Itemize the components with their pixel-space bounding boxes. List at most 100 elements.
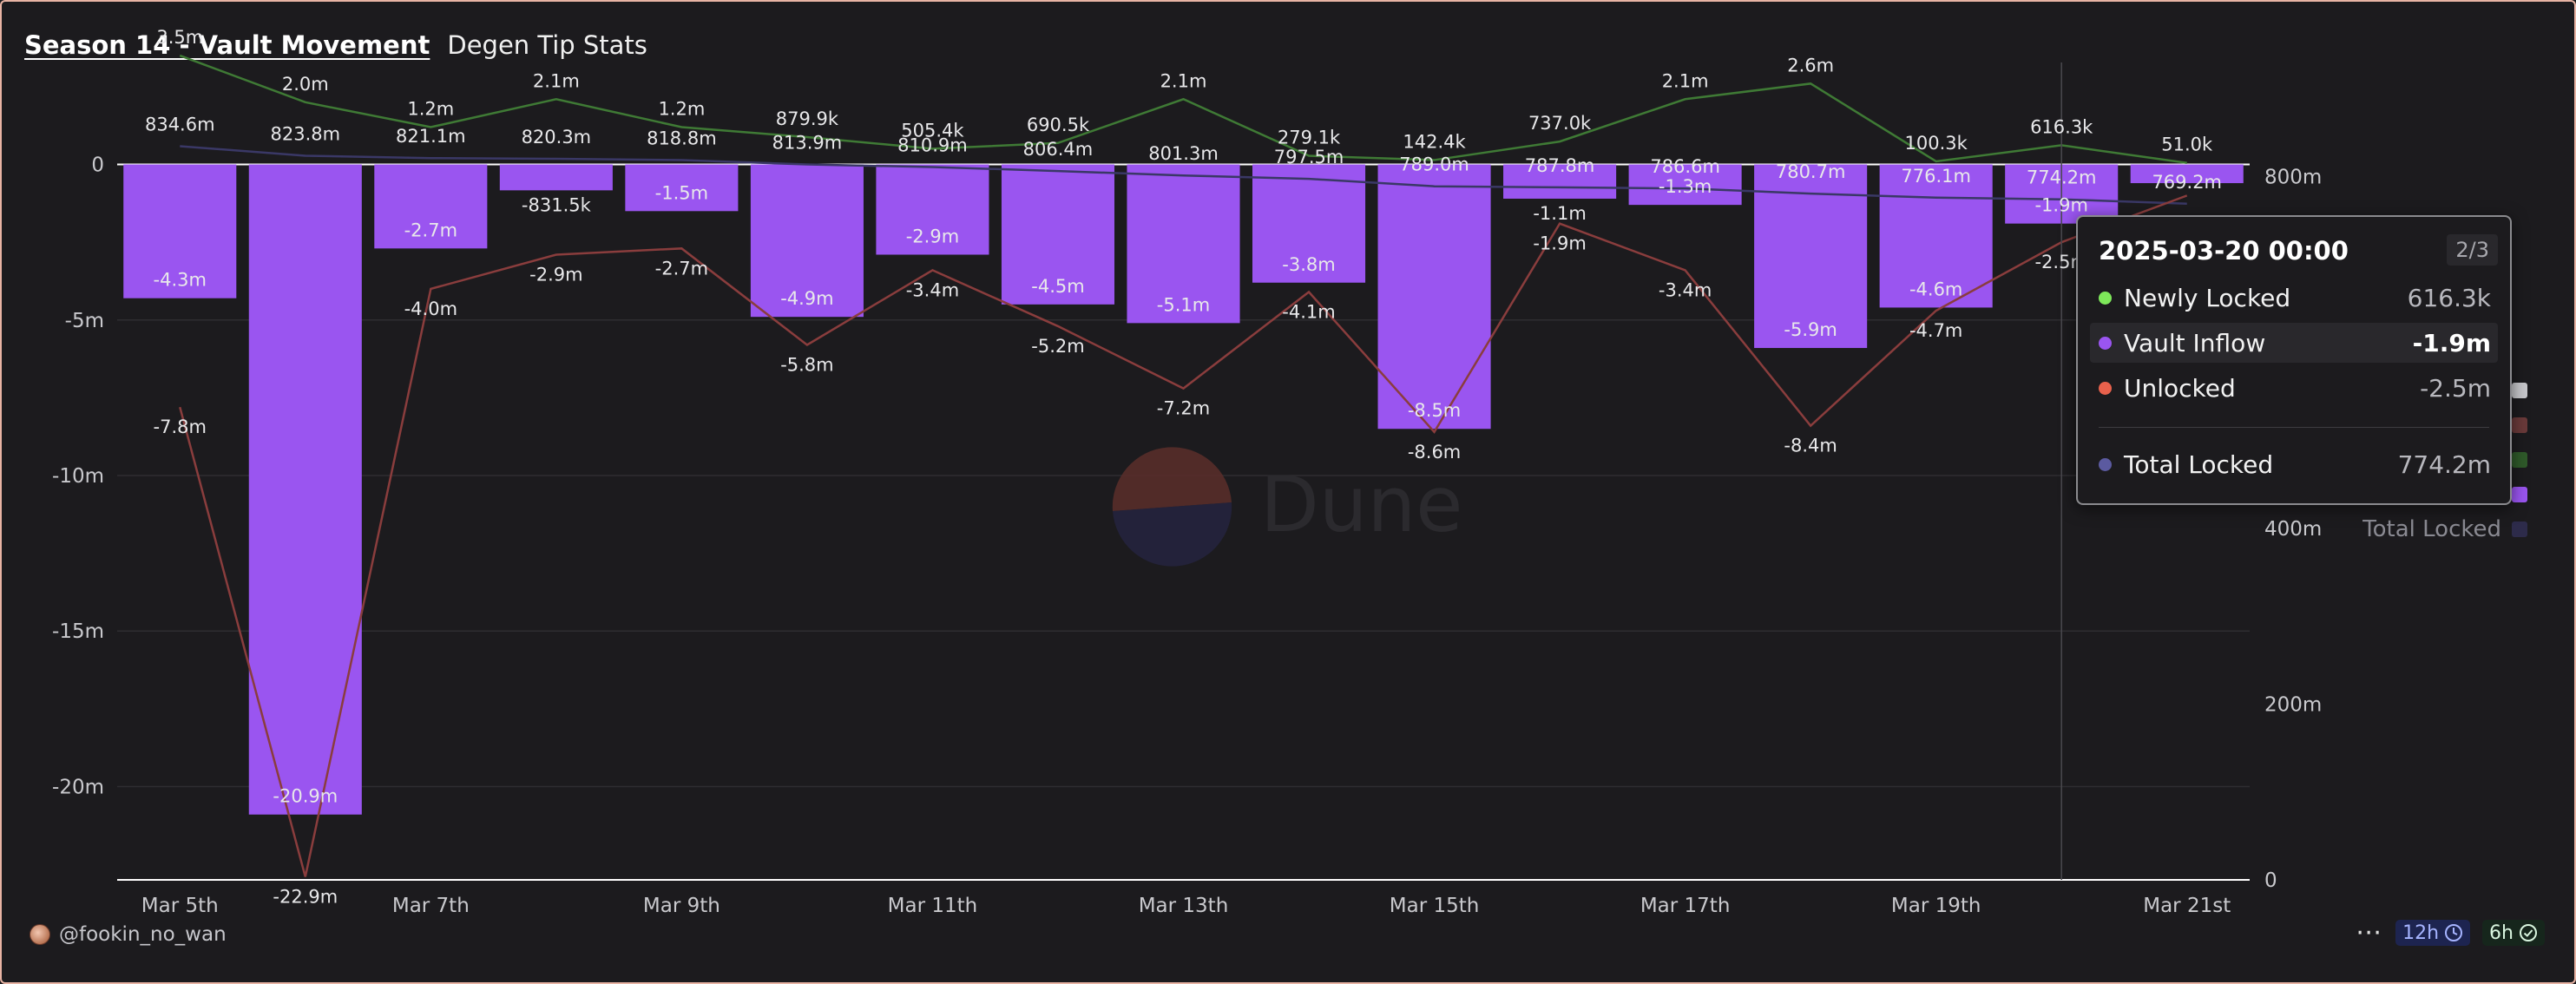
newly-locked-data-label: 2.0m [282,74,329,95]
tooltip-value: -1.9m [2412,328,2491,358]
tooltip-label: Unlocked [2124,373,2236,403]
unlocked-data-label: -3.4m [1659,279,1712,300]
x-axis-tick-label: Mar 17th [1640,895,1731,917]
left-axis-tick-label: 0 [91,154,104,177]
unlocked-data-label: -2.9m [529,264,582,285]
tooltip-label: Vault Inflow [2124,328,2266,358]
unlocked-data-label: -8.6m [1408,442,1461,462]
newly-locked-line [179,54,2187,164]
x-axis-tick-label: Mar 21st [2143,895,2231,917]
unlocked-data-label: -1.9m [1533,233,1586,254]
legend-swatch-icon [2512,417,2527,433]
more-options-icon[interactable]: ⋯ [2356,917,2384,948]
badge-label: 12h [2402,922,2440,944]
right-axis-tick-label: 400m [2264,518,2322,541]
newly-locked-data-label: 879.9k [776,108,839,129]
newly-locked-data-label: 2.1m [1160,70,1207,91]
total-locked-data-label: 769.2m [2152,172,2222,193]
vault-inflow-bar [750,164,864,318]
newly-locked-data-label: 2.1m [1662,70,1709,91]
vault-inflow-data-label: -3.8m [1282,254,1335,275]
tooltip-value: 774.2m [2397,449,2491,479]
vault-inflow-data-label: -4.6m [1909,279,1962,299]
left-axis-tick-label: -10m [52,465,104,488]
right-axis-tick-label: 200m [2264,693,2322,716]
unlocked-data-label: -4.0m [404,298,457,319]
newly-locked-data-label: 3.5m [156,27,203,48]
legend-item[interactable]: Total Locked [2362,512,2527,547]
total-locked-data-label: 787.8m [1525,155,1595,176]
newly-locked-dot-icon [2099,291,2112,305]
total-locked-data-label: 797.5m [1274,147,1344,167]
newly-locked-data-label: 2.6m [1787,55,1834,75]
vault-inflow-data-label: -5.1m [1157,294,1210,315]
newly-locked-data-label: 690.5k [1027,115,1090,135]
tooltip-row-unlocked: Unlocked -2.5m [2090,368,2498,408]
newly-locked-data-label: 2.1m [533,70,580,91]
unlocked-data-label: -4.1m [1282,302,1335,323]
tooltip-label: Total Locked [2124,449,2274,479]
author-credit[interactable]: @fookin_no_wan [30,923,227,946]
vault-inflow-data-label: -2.7m [404,220,457,240]
total-locked-data-label: 806.4m [1023,139,1094,160]
unlocked-data-label: -8.4m [1784,436,1837,456]
total-locked-data-label: 776.1m [1901,166,1971,187]
tooltip-row-total-locked: Total Locked 774.2m [2090,444,2498,484]
x-axis-tick-label: Mar 19th [1891,895,1981,917]
unlocked-data-label: -2.7m [655,258,708,279]
newly-locked-data-label: 1.2m [407,99,454,120]
newly-locked-data-label: 1.2m [658,99,705,120]
vault-inflow-data-label: -1.3m [1659,176,1712,197]
chart-subtitle: Degen Tip Stats [447,30,647,60]
total-locked-data-label: 818.8m [647,128,717,149]
vault-inflow-bar [123,164,237,298]
vault-inflow-data-label: -5.9m [1784,319,1837,340]
vault-inflow-data-label: -1.9m [2034,195,2087,216]
unlocked-data-label: -5.8m [780,354,833,375]
badge-label: 6h [2489,922,2514,944]
total-locked-data-label: 813.9m [772,132,843,153]
vault-inflow-bar [1127,164,1240,324]
tooltip-date: 2025-03-20 00:00 [2099,236,2349,266]
total-locked-data-label: 834.6m [145,115,215,135]
right-axis-tick-label: 0 [2264,869,2277,892]
vault-inflow-data-label: -831.5k [522,194,592,215]
vault-inflow-data-label: -20.9m [273,786,338,807]
vault-inflow-dot-icon [2099,336,2112,350]
vault-inflow-data-label: -1.1m [1533,203,1586,224]
legend-swatch-icon [2512,487,2527,502]
unlocked-data-label: -5.2m [1031,336,1084,357]
newly-locked-data-label: 100.3k [1905,133,1968,154]
x-axis-tick-label: Mar 15th [1390,895,1480,917]
tooltip-label: Newly Locked [2124,283,2291,312]
vault-inflow-bar [499,164,613,191]
total-locked-line [180,145,2187,206]
watermark-logo-lower [1113,502,1232,567]
legend-swatch-icon [2512,383,2527,398]
unlocked-data-label: -7.2m [1157,398,1210,419]
vault-inflow-bar [1879,164,1993,308]
watermark-logo-upper [1112,447,1232,511]
vault-inflow-bar [876,164,989,255]
author-name: @fookin_no_wan [59,923,227,946]
right-axis-tick-label: 800m [2264,167,2322,189]
vault-inflow-data-label: -2.9m [906,226,959,246]
tooltip-page-indicator[interactable]: 2/3 [2447,234,2498,266]
vault-inflow-data-label: -1.5m [655,182,708,203]
refresh-12h-badge[interactable]: 12h [2395,920,2471,946]
chart-title-link[interactable]: Season 14 - Vault Movement [24,30,430,60]
unlocked-data-label: -4.7m [1909,320,1962,341]
vault-inflow-bar [1252,164,1366,283]
vault-inflow-data-label: -4.5m [1031,276,1084,297]
refresh-6h-badge[interactable]: 6h [2482,920,2545,946]
x-axis-tick-label: Mar 9th [643,895,720,917]
unlocked-data-label: -3.4m [906,279,959,300]
watermark-text: Dune [1260,460,1462,549]
newly-locked-data-label: 737.0k [1528,113,1592,134]
tooltip-divider [2099,427,2489,428]
vault-inflow-data-label: -8.5m [1408,400,1461,421]
check-circle-icon [2520,924,2537,941]
vault-inflow-bar [1001,164,1115,305]
total-locked-data-label: 801.3m [1148,143,1219,164]
